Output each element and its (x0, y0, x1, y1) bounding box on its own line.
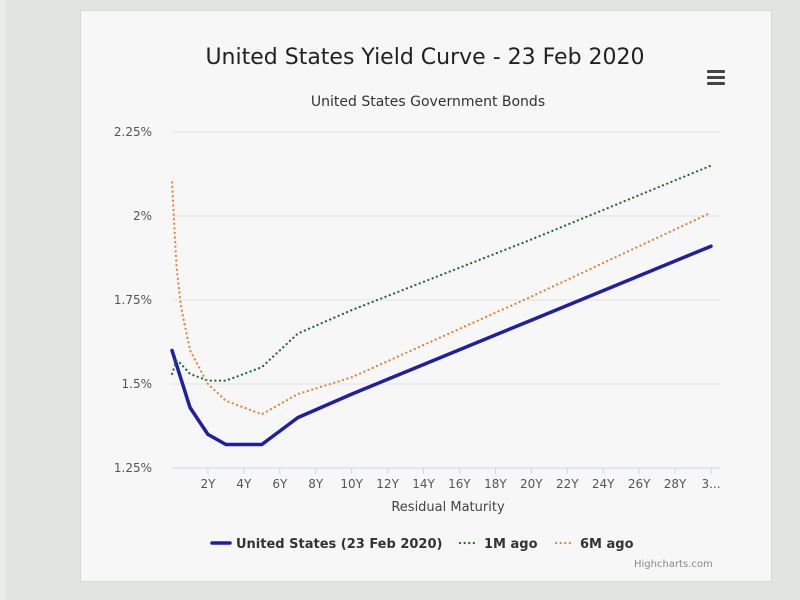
x-tick-label: 3... (701, 477, 720, 491)
menu-icon-bar (707, 70, 725, 73)
x-tick-label: 26Y (628, 477, 651, 491)
x-tick-label: 6Y (272, 477, 288, 491)
legend-item-m1[interactable]: 1M ago (458, 537, 538, 552)
y-tick-label: 2.25% (114, 125, 152, 139)
y-tick-label: 1.25% (114, 461, 152, 475)
chart-card (80, 10, 772, 582)
x-tick-label: 10Y (340, 477, 363, 491)
x-tick-label: 12Y (376, 477, 399, 491)
hamburger-menu-icon[interactable] (707, 70, 725, 88)
series-line-us[interactable] (170, 244, 713, 447)
x-tick-label: 2Y (200, 477, 216, 491)
y-tick-label: 2% (133, 209, 152, 223)
x-tick-label: 4Y (236, 477, 252, 491)
menu-icon-bar (707, 76, 725, 79)
x-axis-title: Residual Maturity (391, 500, 505, 515)
chart-title: United States Yield Curve - 23 Feb 2020 (205, 45, 645, 70)
menu-icon-bar (707, 82, 725, 85)
legend-label: 6M ago (580, 537, 634, 552)
chart-subtitle: United States Government Bonds (310, 94, 546, 110)
legend-item-us[interactable]: United States (23 Feb 2020) (210, 537, 442, 552)
series-line-m1[interactable] (170, 164, 713, 382)
x-tick-label: 18Y (484, 477, 507, 491)
credits-link[interactable]: Highcharts.com (634, 559, 713, 570)
x-tick-label: 28Y (664, 477, 687, 491)
x-tick-label: 8Y (308, 477, 324, 491)
legend-label: United States (23 Feb 2020) (236, 537, 442, 552)
y-tick-label: 1.5% (122, 377, 153, 391)
series-line-m6[interactable] (170, 181, 713, 416)
y-tick-label: 1.75% (114, 293, 152, 307)
x-tick-label: 16Y (448, 477, 471, 491)
x-tick-label: 22Y (556, 477, 579, 491)
legend-label: 1M ago (484, 537, 538, 552)
x-tick-label: 14Y (412, 477, 435, 491)
x-tick-label: 24Y (592, 477, 615, 491)
x-tick-label: 20Y (520, 477, 543, 491)
legend-item-m6[interactable]: 6M ago (554, 537, 634, 552)
